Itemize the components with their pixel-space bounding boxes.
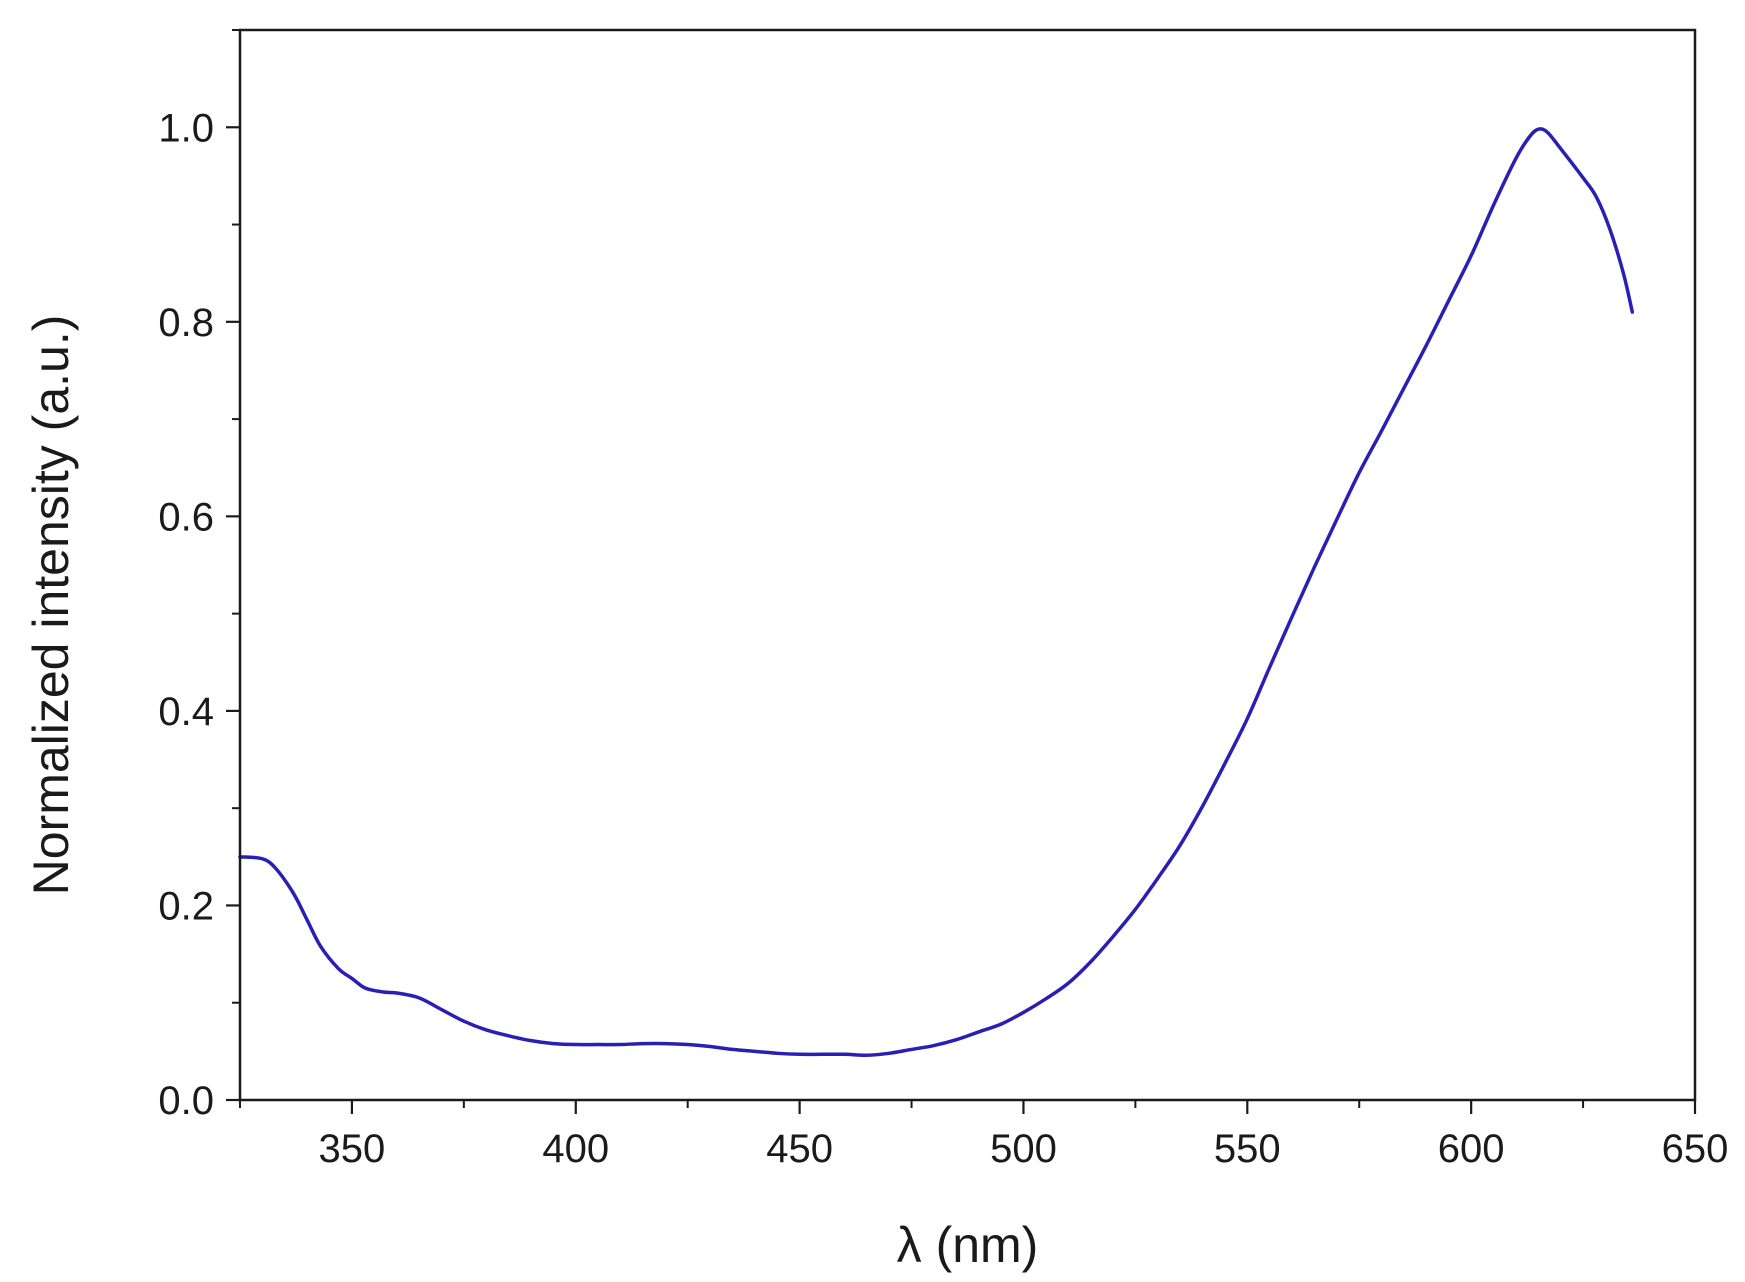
- minor-ticks: [232, 29, 1585, 1108]
- plot-frame: [238, 28, 1697, 1102]
- y-tick-label: 0.6: [158, 495, 214, 539]
- x-tick-label: 600: [1438, 1127, 1505, 1171]
- y-tick-labels: 0.0 0.2 0.4 0.6 0.8 1.0: [158, 106, 214, 1123]
- y-axis-title: Normalized intensity (a.u.): [23, 315, 79, 896]
- y-tick-label: 0.0: [158, 1079, 214, 1123]
- x-tick-label: 450: [766, 1127, 833, 1171]
- x-tick-label: 550: [1214, 1127, 1281, 1171]
- x-tick-label: 500: [990, 1127, 1057, 1171]
- x-tick-label: 400: [542, 1127, 609, 1171]
- x-tick-label: 650: [1662, 1127, 1729, 1171]
- x-axis-title: λ (nm): [897, 1217, 1039, 1273]
- x-tick-label: 350: [319, 1127, 386, 1171]
- x-tick-labels: 350 400 450 500 550 600 650: [319, 1127, 1729, 1171]
- y-tick-label: 0.4: [158, 690, 214, 734]
- series-line: [238, 127, 1635, 1058]
- major-ticks: [226, 126, 1697, 1114]
- y-tick-label: 0.8: [158, 301, 214, 345]
- y-tick-label: 0.2: [158, 884, 214, 928]
- y-tick-label: 1.0: [158, 106, 214, 150]
